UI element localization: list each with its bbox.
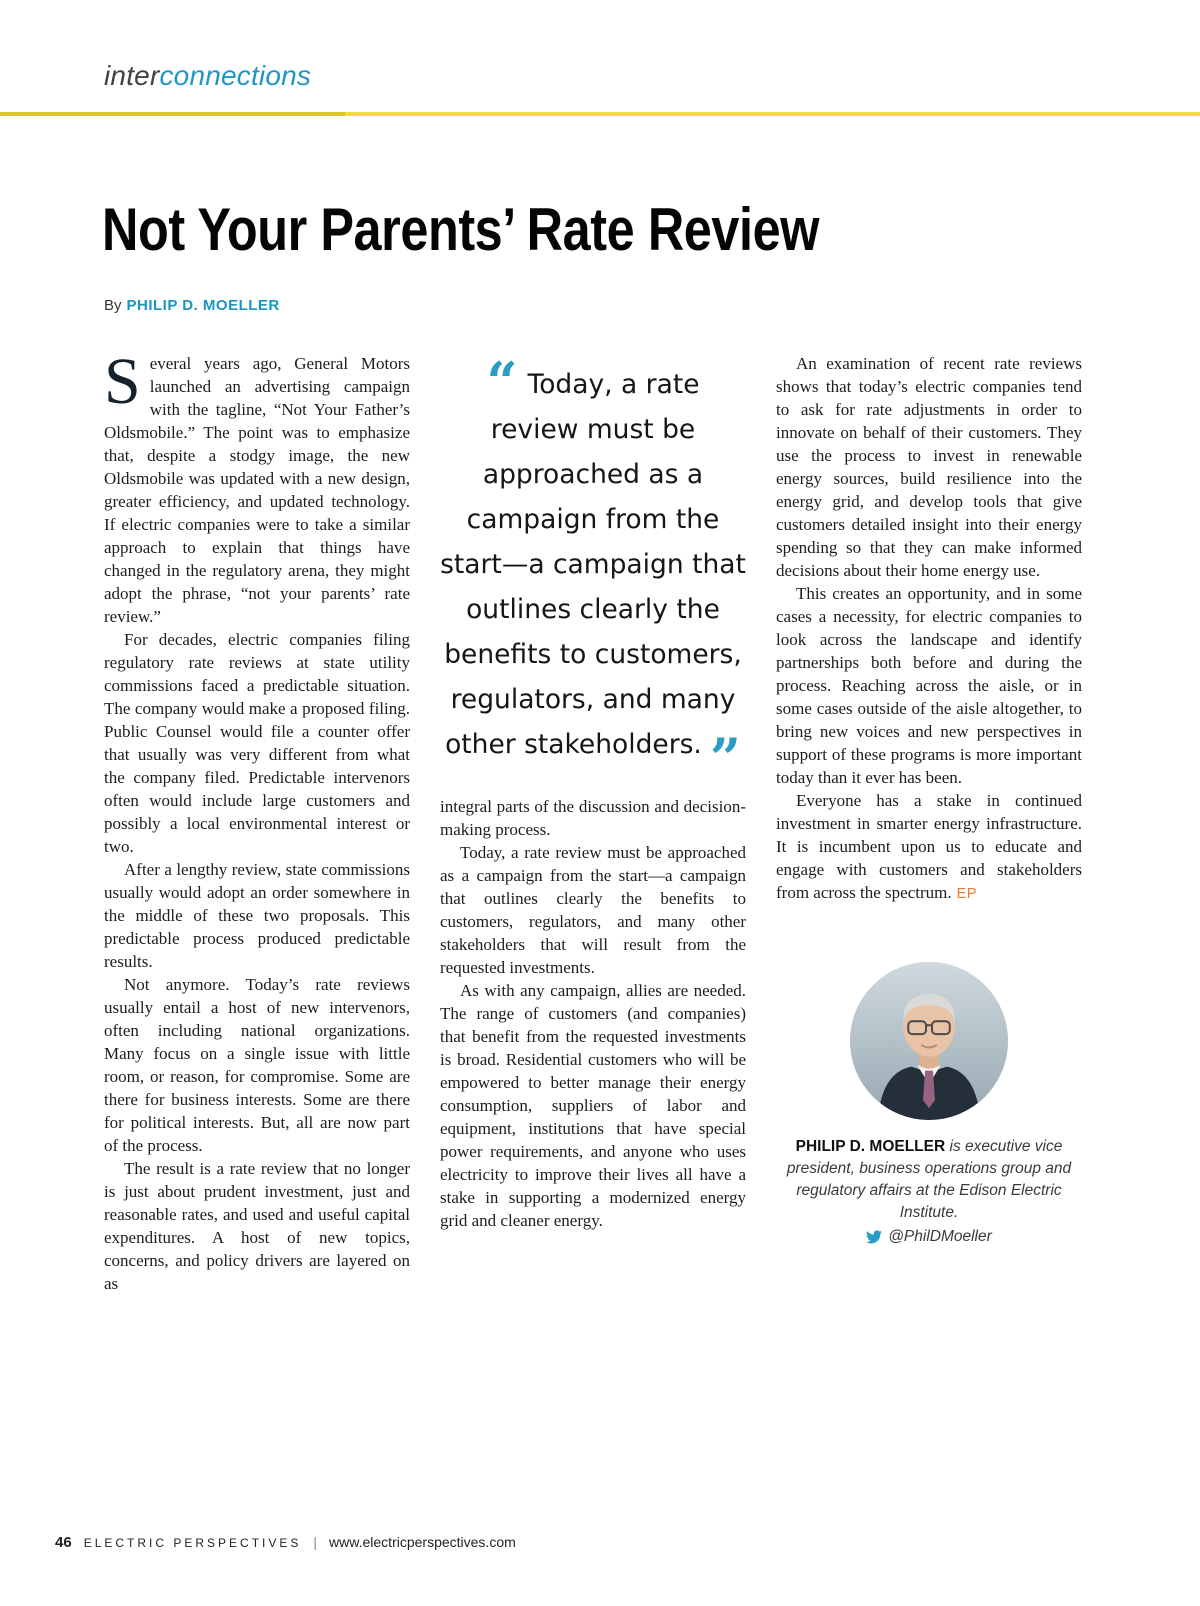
byline-name: PHILIP D. MOELLER <box>126 297 280 314</box>
author-bio-text: is executive vice president, business op… <box>786 1138 1072 1221</box>
twitter-icon <box>866 1229 883 1245</box>
footer-separator: | <box>313 1534 318 1550</box>
drop-cap: S <box>104 345 141 418</box>
paragraph-text: Everyone has a stake in continued invest… <box>776 791 1082 902</box>
masthead-suffix: connections <box>159 60 312 91</box>
twitter-row: @PhilDMoeller <box>776 1226 1082 1248</box>
body-paragraph: Everyone has a stake in continued invest… <box>776 789 1082 906</box>
byline: By PHILIP D. MOELLER <box>104 297 280 314</box>
page-number: 46 <box>55 1534 72 1551</box>
page-footer: 46 ELECTRIC PERSPECTIVES | www.electricp… <box>55 1534 516 1551</box>
footer-url[interactable]: www.electricperspectives.com <box>329 1534 516 1550</box>
paragraph-text: everal years ago, General Motors launche… <box>104 354 410 626</box>
end-mark: EP <box>956 886 977 902</box>
yellow-rule <box>0 112 1200 116</box>
body-paragraph: The result is a rate review that no long… <box>104 1159 410 1293</box>
section-masthead: interconnections <box>104 60 311 92</box>
byline-prefix: By <box>104 297 122 314</box>
person-avatar-icon <box>850 962 1008 1120</box>
column-2: “Today, a rate review must be approached… <box>440 352 746 1295</box>
masthead-prefix: inter <box>104 60 160 91</box>
article-title: Not Your Parents’ Rate Review <box>102 196 820 263</box>
body-paragraph: For decades, electric companies filing r… <box>104 630 410 856</box>
twitter-handle[interactable]: @PhilDMoeller <box>888 1228 992 1245</box>
body-paragraph: Not anymore. Today’s rate reviews usuall… <box>104 975 410 1155</box>
pull-quote: “Today, a rate review must be approached… <box>440 350 746 790</box>
body-paragraph: As with any campaign, allies are needed.… <box>440 981 746 1230</box>
magazine-name: ELECTRIC PERSPECTIVES <box>83 1536 302 1550</box>
author-card: PHILIP D. MOELLER is executive vice pres… <box>776 962 1082 1248</box>
author-photo <box>850 962 1008 1120</box>
author-name: PHILIP D. MOELLER <box>795 1138 946 1155</box>
column-3: An examination of recent rate reviews sh… <box>776 352 1082 1295</box>
author-bio: PHILIP D. MOELLER is executive vice pres… <box>776 1136 1082 1248</box>
body-paragraph: An examination of recent rate reviews sh… <box>776 354 1082 580</box>
body-paragraph: Today, a rate review must be approached … <box>440 843 746 977</box>
pull-quote-text: Today, a rate review must be approached … <box>440 369 746 760</box>
body-paragraph: This creates an opportunity, and in some… <box>776 584 1082 787</box>
body-paragraph: After a lengthy review, state commission… <box>104 860 410 971</box>
body-paragraph: integral parts of the discussion and dec… <box>440 797 746 839</box>
